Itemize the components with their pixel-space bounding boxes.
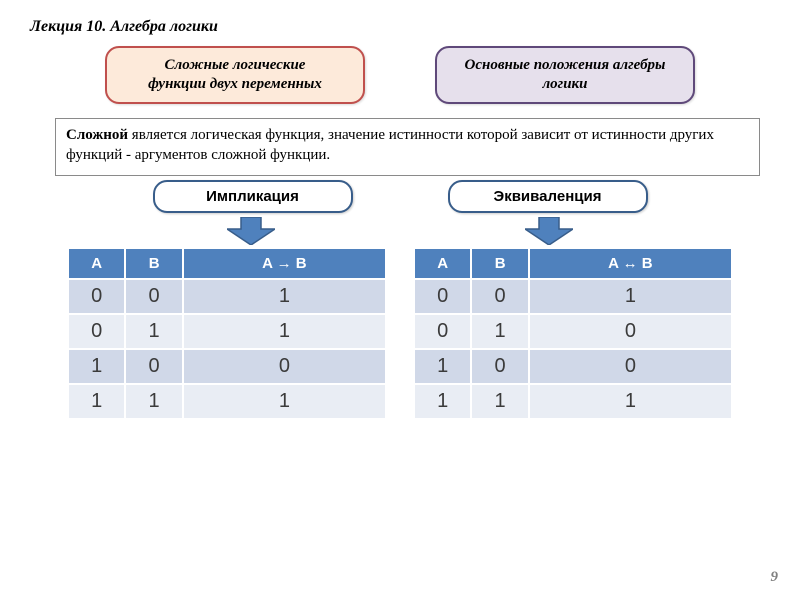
label-equivalence: Эквиваленция [448,180,648,213]
page-number: 9 [771,569,779,586]
cell: 0 [529,314,732,349]
col-result: A ↔ B [529,248,732,279]
col-a: A [414,248,471,279]
cell: 0 [529,349,732,384]
definition-lead-word: Сложной [66,127,128,143]
box-left-line1: Сложные логические [165,57,306,73]
table-row: 0 0 1 [414,279,732,314]
box-basic-principles: Основные положения алгебры логики [435,46,695,104]
arrow-shape [227,217,275,245]
lecture-title: Лекция 10. Алгебра логики [30,18,770,36]
cell: 1 [183,314,386,349]
col-b: B [125,248,182,279]
top-boxes-row: Сложные логические функции двух переменн… [30,46,770,104]
table-row: 1 1 1 [414,384,732,419]
cell: 1 [414,349,471,384]
cell: 1 [183,384,386,419]
cell: 1 [529,279,732,314]
col-result: A → B [183,248,386,279]
arrow-down-icon [227,217,275,245]
labels-row: Импликация Эквиваленция [30,180,770,213]
table-row: 0 1 0 [414,314,732,349]
table-row: 1 0 0 [414,349,732,384]
cell: 1 [414,384,471,419]
definition-box: Сложной является логическая функция, зна… [55,118,760,177]
box-complex-functions: Сложные логические функции двух переменн… [105,46,365,104]
table-row: 1 0 0 [68,349,386,384]
arrows-row [30,217,770,245]
table-row: 1 1 1 [68,384,386,419]
definition-rest: является логическая функция, значение ис… [66,127,714,163]
arrow-shape [525,217,573,245]
table-header-row: A B A ↔ B [414,248,732,279]
table-header-row: A B A → B [68,248,386,279]
box-right-line1: Основные положения алгебры [465,57,666,73]
table-equivalence: A B A ↔ B 0 0 1 0 1 0 1 0 [413,247,733,420]
table-implication: A B A → B 0 0 1 0 1 1 1 0 [67,247,387,420]
cell: 1 [471,384,528,419]
slide: Лекция 10. Алгебра логики Сложные логиче… [0,0,800,600]
cell: 0 [68,314,125,349]
cell: 0 [183,349,386,384]
cell: 0 [471,279,528,314]
cell: 0 [471,349,528,384]
cell: 0 [125,349,182,384]
box-right-line2: логики [542,76,587,92]
cell: 1 [68,384,125,419]
cell: 0 [414,279,471,314]
table-row: 0 1 1 [68,314,386,349]
table-row: 0 0 1 [68,279,386,314]
cell: 0 [125,279,182,314]
tables-row: A B A → B 0 0 1 0 1 1 1 0 [30,247,770,420]
cell: 0 [68,279,125,314]
cell: 1 [125,384,182,419]
cell: 0 [414,314,471,349]
cell: 1 [529,384,732,419]
label-implication: Импликация [153,180,353,213]
cell: 1 [183,279,386,314]
cell: 1 [125,314,182,349]
cell: 1 [471,314,528,349]
cell: 1 [68,349,125,384]
col-b: B [471,248,528,279]
col-a: A [68,248,125,279]
arrow-down-icon [525,217,573,245]
box-left-line2: функции двух переменных [148,76,322,92]
